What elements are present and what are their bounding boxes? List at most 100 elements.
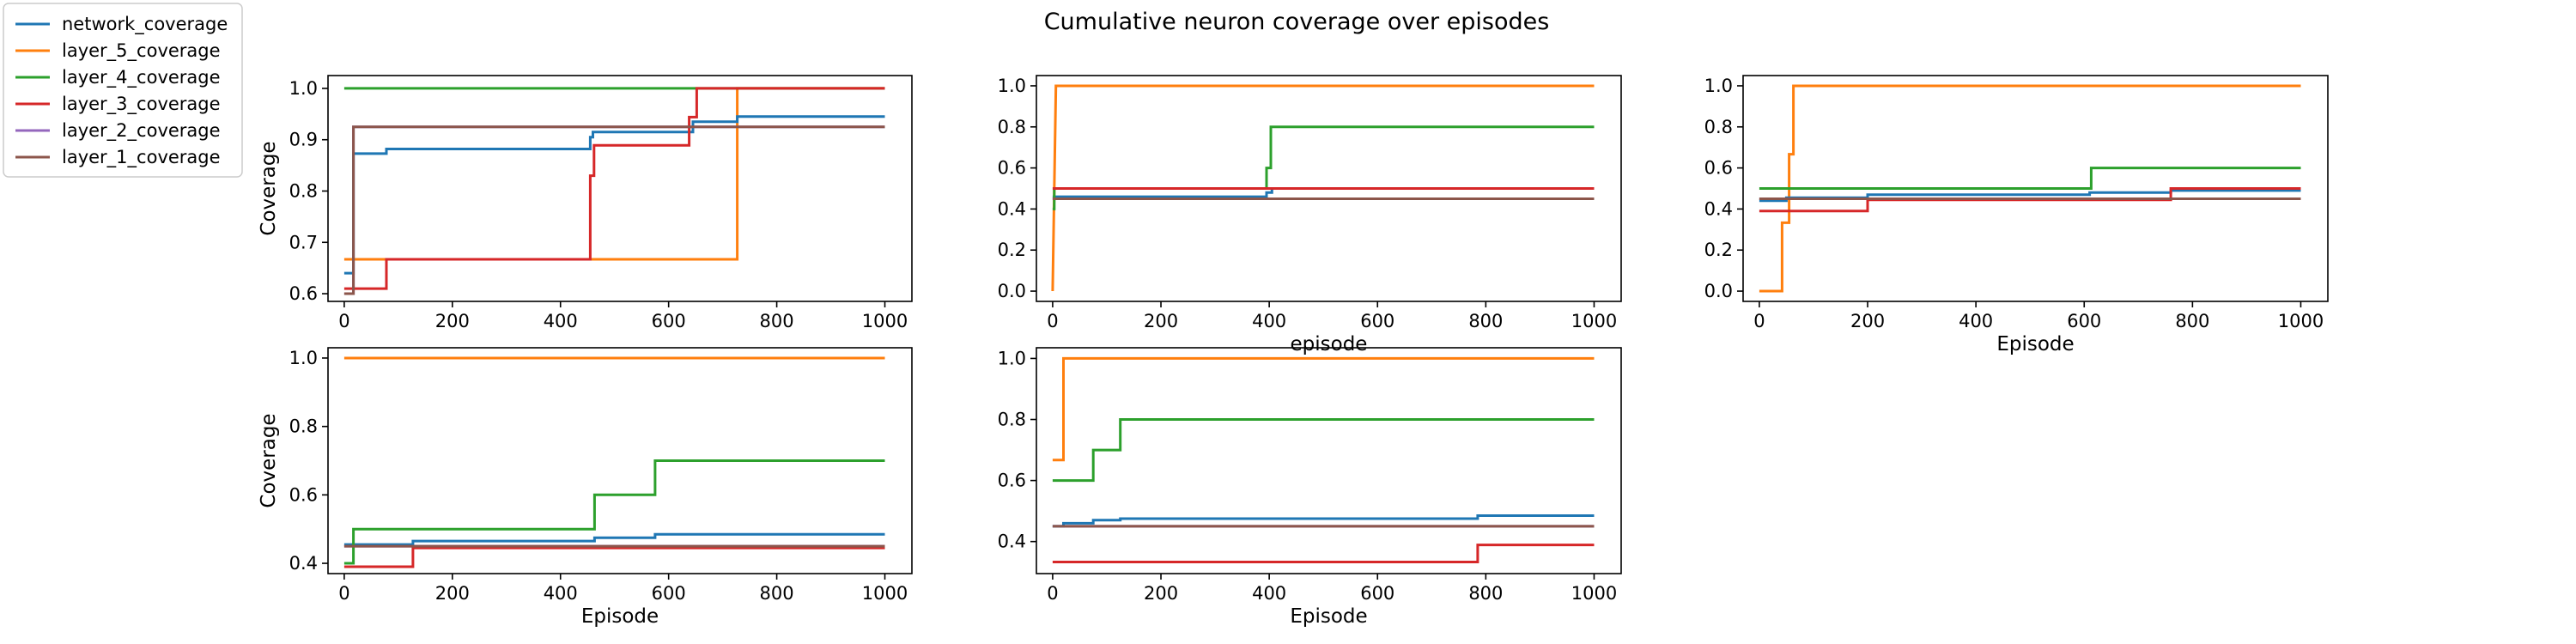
x-tick-label: 800 <box>760 311 794 331</box>
x-tick-label: 200 <box>435 583 470 604</box>
legend-label-layer-2-coverage: layer_2_coverage <box>62 120 221 142</box>
y-axis-label: Coverage <box>258 141 280 235</box>
plot-area <box>1052 356 1595 563</box>
x-tick-label: 400 <box>1252 583 1286 604</box>
legend-label-layer-3-coverage: layer_3_coverage <box>62 94 221 115</box>
x-axis-label: Episode <box>581 605 659 628</box>
y-tick-label: 1.0 <box>998 76 1026 96</box>
x-tick-label: 0 <box>1047 311 1058 331</box>
y-tick-label: 1.0 <box>289 78 318 99</box>
x-axis-label: Episode <box>1996 333 2074 355</box>
axes-frame <box>1742 75 2329 302</box>
x-tick-label: 1000 <box>1571 583 1617 604</box>
x-tick-label: 200 <box>1144 311 1178 331</box>
x-tick-label: 0 <box>1753 311 1765 331</box>
x-tick-label: 400 <box>1959 311 1993 331</box>
y-tick-label: 0.6 <box>289 484 318 505</box>
x-tick-label: 800 <box>1468 583 1503 604</box>
x-tick-label: 1000 <box>862 583 908 604</box>
x-tick-label: 200 <box>435 311 470 331</box>
y-tick-label: 0.9 <box>289 130 318 150</box>
x-tick-label: 400 <box>1252 311 1286 331</box>
subplot-4: 0 200 400 600 800 1000 0.4 0.6 0.8 1.0 Episode Cove… <box>258 347 913 628</box>
y-tick-label: 0.7 <box>289 232 318 252</box>
y-tick-label: 0.2 <box>998 240 1026 260</box>
y-axis-label: Coverage <box>258 413 280 507</box>
axes-frame <box>1036 75 1622 302</box>
x-axis-label: Episode <box>1290 605 1367 628</box>
x-tick-label: 800 <box>2175 311 2209 331</box>
series-line-layer-4-coverage <box>1052 125 1595 210</box>
x-tick-label: 800 <box>760 583 794 604</box>
series-line-layer-3-coverage <box>1052 544 1595 563</box>
subplot-3: 0 200 400 600 800 1000 0.0 0.2 0.4 0.6 0.8 1.0 Episo… <box>1704 75 2329 355</box>
y-tick-label: 0.8 <box>998 410 1026 430</box>
x-axis-label: episode <box>1291 333 1368 355</box>
x-tick-label: 1000 <box>862 311 908 331</box>
x-tick-label: 600 <box>1360 311 1394 331</box>
series-line-layer-2-coverage <box>343 125 885 295</box>
y-tick-label: 0.6 <box>998 158 1026 179</box>
y-tick-label: 0.0 <box>1704 281 1733 301</box>
y-tick-label: 0.8 <box>289 180 318 201</box>
series-line-network-coverage <box>343 115 885 275</box>
x-tick-label: 1000 <box>1571 311 1617 331</box>
x-tick-label: 600 <box>652 583 686 604</box>
series-line-network-coverage <box>1052 514 1595 528</box>
x-tick-label: 200 <box>1850 311 1885 331</box>
plot-area <box>1759 84 2301 293</box>
y-tick-label: 0.8 <box>998 117 1026 137</box>
y-tick-label: 0.6 <box>998 471 1026 491</box>
x-tick-label: 1000 <box>2278 311 2324 331</box>
series-line-layer-3-coverage <box>343 546 885 568</box>
y-tick-label: 1.0 <box>998 348 1026 368</box>
legend-frame <box>3 3 243 178</box>
x-tick-label: 400 <box>544 583 578 604</box>
x-tick-label: 0 <box>338 311 349 331</box>
legend: network_coverage layer_5_coverage layer_4_… <box>3 3 243 178</box>
figure-title: Cumulative neuron coverage over episodes <box>1044 9 1550 35</box>
series-line-layer-5-coverage <box>1052 356 1595 462</box>
y-tick-label: 0.8 <box>289 416 318 437</box>
subplot-2: 0 200 400 600 800 1000 0.0 0.2 0.4 0.6 0.8 1.0 episo… <box>998 75 1622 355</box>
subplot-1: 0 200 400 600 800 1000 0.6 0.7 0.8 0.9 1.0 Coverage <box>258 75 913 331</box>
y-tick-label: 0.8 <box>1704 117 1733 137</box>
x-tick-label: 0 <box>338 583 349 604</box>
x-tick-label: 600 <box>652 311 686 331</box>
legend-label-layer-4-coverage: layer_4_coverage <box>62 67 221 88</box>
y-tick-label: 1.0 <box>1704 76 1733 96</box>
series-line-layer-3-coverage <box>343 87 885 290</box>
series-line-layer-5-coverage <box>1051 84 1595 292</box>
series-line-layer-1-coverage <box>343 125 885 295</box>
axes-frame <box>327 347 913 574</box>
y-tick-label: 0.2 <box>1704 240 1733 260</box>
series-line-layer-4-coverage <box>1052 418 1595 483</box>
y-tick-label: 0.4 <box>998 198 1026 219</box>
y-tick-label: 0.4 <box>1704 198 1733 219</box>
plot-area <box>1051 84 1595 292</box>
plot-area <box>343 87 885 295</box>
y-tick-label: 0.6 <box>1704 158 1733 179</box>
series-line-layer-4-coverage <box>343 459 885 565</box>
axes-frame <box>1036 347 1622 574</box>
x-tick-label: 200 <box>1144 583 1178 604</box>
y-tick-label: 0.0 <box>998 281 1026 301</box>
x-tick-label: 400 <box>544 311 578 331</box>
series-line-network-coverage <box>343 532 885 546</box>
axes-frame <box>327 75 913 302</box>
x-tick-label: 800 <box>1468 311 1503 331</box>
series-line-layer-5-coverage <box>343 87 885 261</box>
series-line-layer-4-coverage <box>1759 167 2301 190</box>
y-tick-label: 0.4 <box>998 532 1026 552</box>
y-tick-label: 0.4 <box>289 553 318 574</box>
x-tick-label: 0 <box>1047 583 1058 604</box>
plot-area <box>343 356 885 568</box>
legend-label-layer-5-coverage: layer_5_coverage <box>62 40 221 62</box>
subplots: 0 200 400 600 800 1000 0.6 0.7 0.8 0.9 1.0 Coverage… <box>258 75 2329 628</box>
legend-label-layer-1-coverage: layer_1_coverage <box>62 147 221 168</box>
y-tick-label: 1.0 <box>289 348 318 368</box>
legend-label-network-coverage: network_coverage <box>62 14 228 35</box>
subplot-5: 0 200 400 600 800 1000 0.4 0.6 0.8 1.0 Episode <box>998 347 1622 628</box>
x-tick-label: 600 <box>2067 311 2101 331</box>
